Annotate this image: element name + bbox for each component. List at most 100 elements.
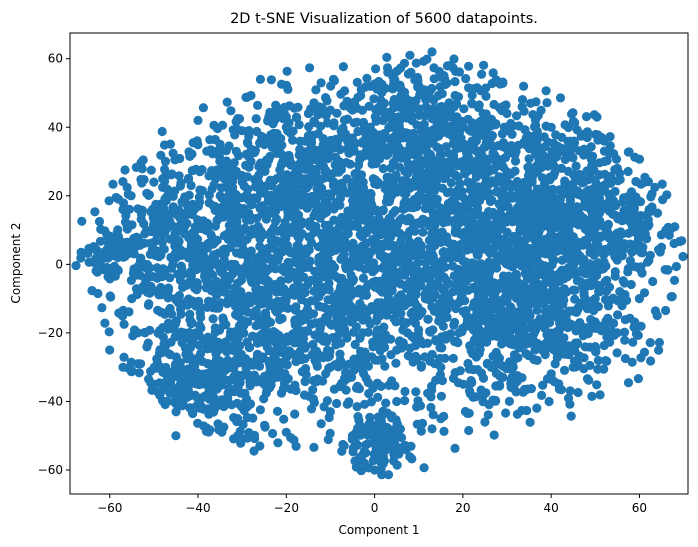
scatter-point bbox=[559, 274, 569, 284]
scatter-point bbox=[547, 242, 558, 252]
scatter-point bbox=[357, 364, 367, 375]
scatter-point bbox=[367, 143, 377, 154]
scatter-point bbox=[603, 301, 614, 311]
scatter-point bbox=[273, 255, 283, 265]
scatter-point bbox=[429, 63, 439, 73]
scatter-point bbox=[610, 267, 620, 277]
scatter-point bbox=[265, 107, 275, 117]
scatter-point bbox=[104, 327, 114, 337]
scatter-point bbox=[290, 316, 300, 326]
scatter-point bbox=[492, 212, 502, 222]
scatter-point bbox=[439, 74, 450, 84]
scatter-point bbox=[255, 405, 265, 415]
scatter-point bbox=[431, 109, 441, 119]
scatter-point bbox=[371, 64, 381, 74]
scatter-point bbox=[211, 354, 222, 364]
scatter-point bbox=[382, 52, 392, 63]
scatter-point bbox=[145, 226, 155, 236]
scatter-point bbox=[370, 282, 380, 292]
scatter-point bbox=[590, 294, 600, 304]
scatter-point bbox=[233, 414, 243, 424]
scatter-point bbox=[445, 187, 456, 197]
scatter-point bbox=[549, 161, 559, 171]
scatter-point bbox=[183, 353, 194, 363]
scatter-point bbox=[390, 298, 400, 308]
scatter-point bbox=[244, 126, 254, 136]
scatter-point bbox=[171, 225, 181, 235]
scatter-point bbox=[353, 412, 363, 422]
scatter-point bbox=[467, 236, 477, 246]
scatter-point bbox=[180, 198, 190, 208]
scatter-point bbox=[420, 159, 430, 169]
scatter-point bbox=[582, 374, 593, 384]
scatter-point bbox=[283, 257, 293, 268]
scatter-point bbox=[378, 205, 388, 215]
scatter-point bbox=[274, 330, 284, 340]
scatter-point bbox=[515, 280, 525, 290]
scatter-point bbox=[258, 139, 269, 149]
scatter-point bbox=[602, 156, 612, 166]
scatter-point bbox=[251, 281, 261, 291]
scatter-point bbox=[482, 167, 492, 177]
scatter-point bbox=[164, 349, 174, 359]
scatter-point bbox=[265, 356, 275, 366]
scatter-point bbox=[299, 315, 309, 325]
scatter-point bbox=[455, 240, 465, 250]
scatter-point bbox=[160, 164, 170, 174]
scatter-point bbox=[435, 163, 445, 173]
scatter-point bbox=[338, 62, 348, 72]
scatter-point bbox=[242, 172, 253, 182]
scatter-point bbox=[575, 251, 585, 261]
scatter-point bbox=[455, 366, 465, 376]
x-tick-label: 20 bbox=[455, 501, 470, 515]
scatter-point bbox=[398, 325, 408, 335]
scatter-point bbox=[329, 215, 339, 225]
scatter-point bbox=[434, 143, 444, 153]
scatter-point bbox=[501, 408, 511, 418]
scatter-point bbox=[391, 170, 401, 180]
scatter-point bbox=[458, 156, 468, 167]
scatter-point bbox=[210, 280, 220, 290]
scatter-point bbox=[507, 365, 517, 375]
scatter-point bbox=[328, 333, 338, 343]
scatter-point bbox=[171, 154, 181, 164]
x-axis-ticks: −60 −40 −20 0 20 40 60 bbox=[97, 494, 647, 515]
scatter-point bbox=[412, 419, 422, 429]
scatter-point bbox=[196, 348, 206, 359]
scatter-point bbox=[654, 337, 665, 348]
scatter-point bbox=[296, 355, 307, 365]
scatter-point bbox=[391, 358, 401, 368]
scatter-point bbox=[356, 350, 366, 360]
scatter-point bbox=[502, 212, 512, 222]
scatter-point bbox=[573, 237, 583, 247]
scatter-point bbox=[316, 260, 326, 270]
scatter-point bbox=[480, 214, 490, 224]
scatter-point bbox=[524, 154, 534, 164]
scatter-point bbox=[555, 319, 565, 329]
scatter-point bbox=[370, 465, 380, 475]
scatter-point bbox=[624, 209, 634, 219]
scatter-point bbox=[371, 136, 381, 146]
scatter-point bbox=[149, 177, 159, 187]
scatter-point bbox=[324, 347, 334, 357]
scatter-point bbox=[211, 174, 221, 184]
scatter-point bbox=[431, 375, 441, 385]
scatter-point bbox=[361, 462, 372, 472]
scatter-point bbox=[325, 407, 335, 417]
scatter-point bbox=[357, 241, 367, 251]
scatter-point bbox=[277, 140, 287, 150]
scatter-point bbox=[96, 224, 106, 234]
scatter-point bbox=[279, 414, 289, 424]
scatter-point bbox=[400, 260, 410, 270]
scatter-point bbox=[532, 338, 542, 348]
scatter-point bbox=[532, 305, 542, 315]
scatter-point bbox=[383, 470, 394, 480]
scatter-point bbox=[303, 108, 313, 119]
scatter-point bbox=[630, 317, 640, 327]
scatter-point bbox=[500, 292, 510, 303]
scatter-point bbox=[352, 168, 362, 178]
scatter-point bbox=[518, 257, 528, 267]
scatter-point bbox=[259, 379, 269, 389]
scatter-point bbox=[530, 260, 540, 270]
scatter-point bbox=[628, 337, 638, 347]
